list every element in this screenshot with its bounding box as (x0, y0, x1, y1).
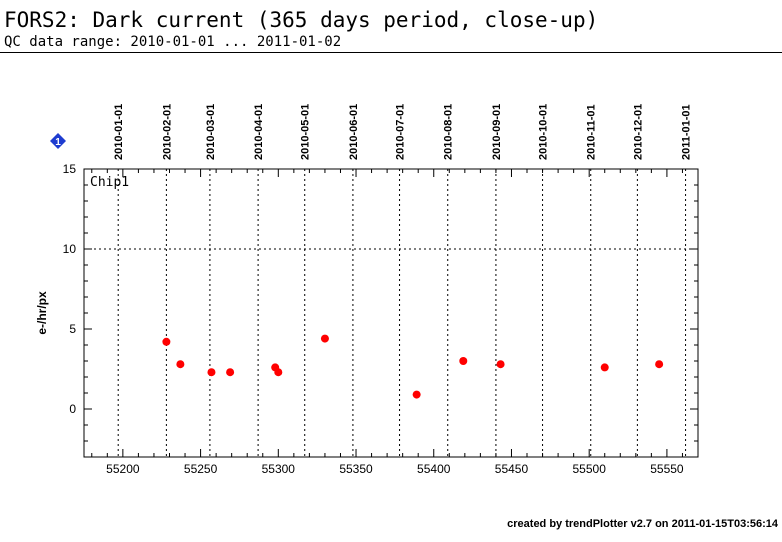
date-tick-label: 2010-09-01 (491, 104, 503, 160)
footer-credit: created by trendPlotter v2.7 on 2011-01-… (507, 518, 778, 530)
x-tick-label: 55250 (184, 462, 218, 476)
date-tick-label: 2010-06-01 (348, 104, 360, 160)
header-divider (0, 52, 782, 53)
data-point (226, 368, 235, 377)
y-tick-labels: 0 5 10 15 (63, 162, 77, 416)
plot-frame (83, 168, 699, 458)
data-point (207, 368, 216, 377)
x-tick-label: 55500 (573, 462, 607, 476)
date-tick-label: 2011-01-01 (681, 104, 693, 160)
x-tick-label: 55550 (650, 462, 684, 476)
data-point (459, 357, 468, 365)
x-tick-label: 55350 (339, 462, 373, 476)
date-tick-label: 2010-10-01 (538, 104, 550, 160)
x-tick-label: 55300 (262, 462, 296, 476)
date-tick-label: 2010-04-01 (253, 104, 265, 160)
date-tick-label: 2010-11-01 (586, 104, 598, 160)
data-points (162, 334, 664, 399)
data-point (162, 337, 171, 346)
data-point (655, 360, 664, 369)
date-tick-label: 2010-03-01 (205, 104, 217, 160)
x-tick-label: 55400 (417, 462, 451, 476)
y-axis-label: e-/hr/px (35, 291, 49, 335)
chart-subtitle: QC data range: 2010-01-01 ... 2011-01-02 (4, 34, 342, 50)
x-tick-label: 55450 (495, 462, 529, 476)
x-tick-label: 55200 (106, 462, 140, 476)
date-tick-label: 2010-01-01 (113, 104, 125, 160)
date-tick-label: 2010-08-01 (443, 104, 455, 160)
y-tick-label: 10 (63, 242, 77, 256)
y-tick-label: 5 (69, 322, 76, 336)
data-point (496, 360, 505, 369)
date-tick-label: 2010-05-01 (300, 104, 312, 160)
badge-icon: 1 (50, 133, 66, 149)
data-point (320, 334, 329, 343)
badge-label: 1 (55, 137, 61, 148)
panel-label: Chip1 (90, 175, 129, 190)
date-tick-label: 2010-02-01 (161, 104, 173, 160)
axis-ticks (84, 168, 699, 458)
date-tick-labels: 2010-01-01 2010-02-01 2010-03-01 2010-04-01… (113, 104, 692, 160)
data-point (600, 363, 609, 372)
y-tick-label: 0 (69, 402, 76, 416)
data-point (274, 368, 283, 377)
chart-title: FORS2: Dark current (365 days period, cl… (4, 8, 599, 32)
date-gridlines (117, 169, 687, 457)
data-point (412, 390, 421, 399)
x-tick-labels: 55200 55250 55300 55350 55400 55450 55500 55550 (106, 462, 684, 476)
data-point (176, 360, 185, 369)
date-tick-label: 2010-07-01 (395, 104, 407, 160)
y-tick-label: 15 (63, 162, 77, 176)
date-tick-label: 2010-12-01 (632, 104, 644, 160)
